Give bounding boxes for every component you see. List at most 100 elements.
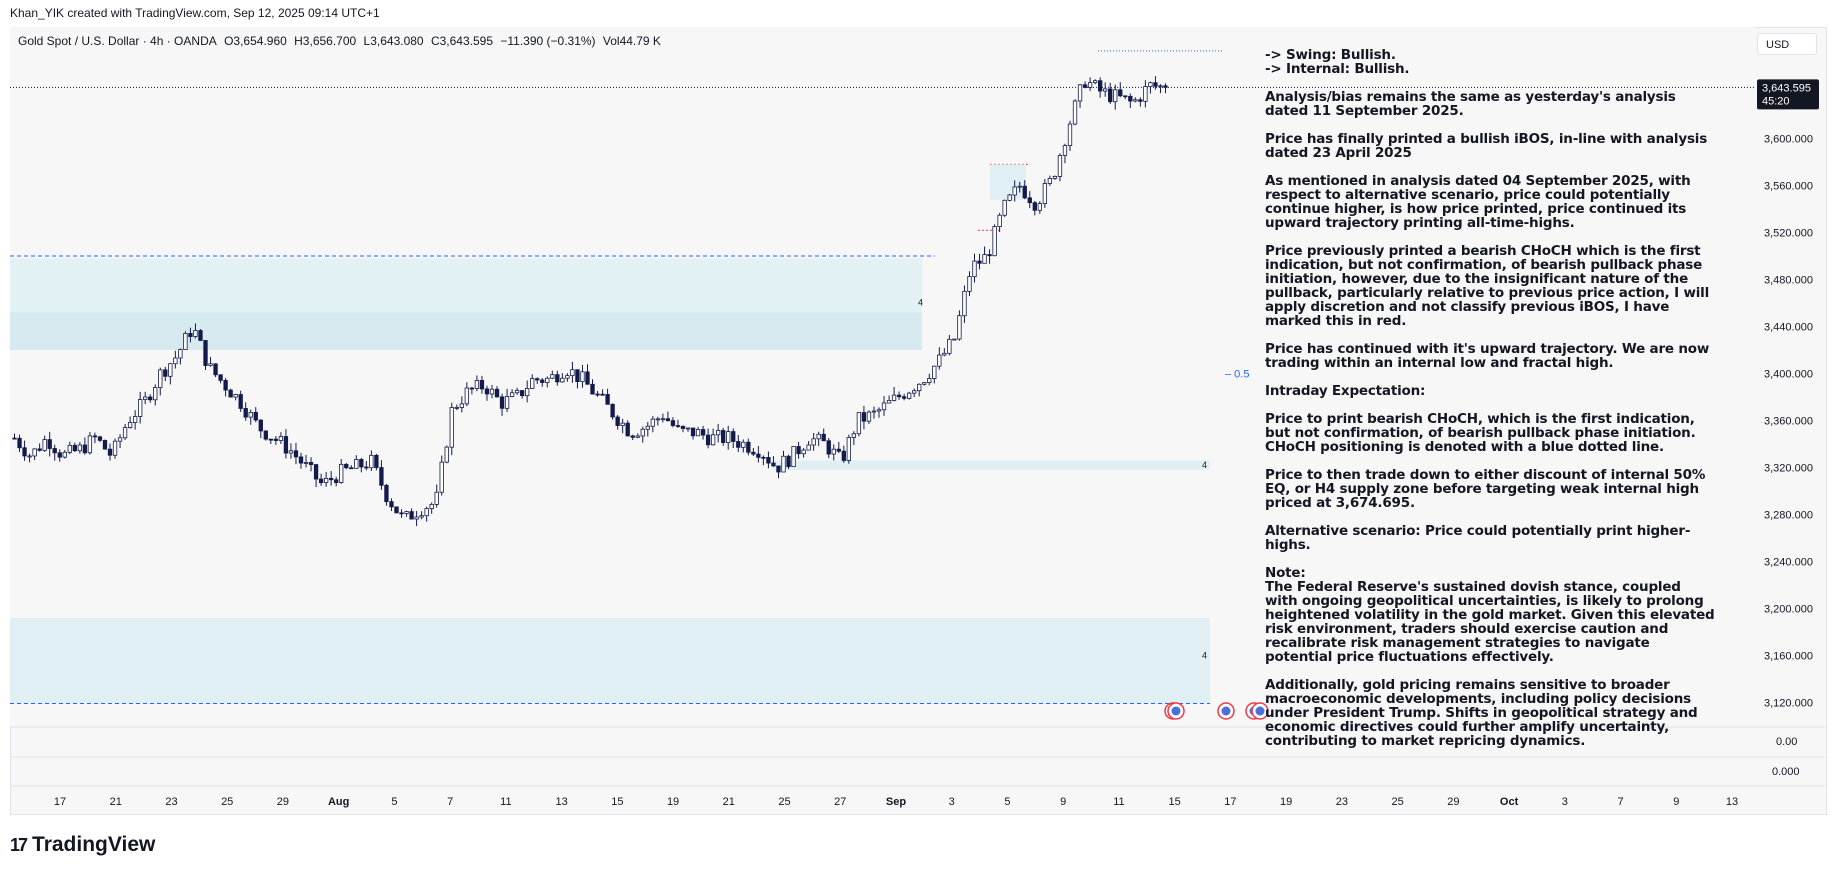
candle-body xyxy=(173,357,178,365)
y-tick-label: 3,200.000 xyxy=(1764,603,1813,615)
symbol-name[interactable]: Gold Spot / U.S. Dollar · 4h · OANDA xyxy=(18,34,217,48)
candle-body xyxy=(354,459,359,469)
candle-body xyxy=(811,438,816,446)
note-paragraph: Price has continued with it's upward tra… xyxy=(1265,341,1710,371)
candle-body xyxy=(816,433,821,440)
candle-body xyxy=(942,352,947,356)
price-plot-area[interactable] xyxy=(10,27,1756,726)
us-flag-event-icon-inner xyxy=(1171,706,1181,716)
candle-body xyxy=(1062,145,1068,156)
symbol-legend: Gold Spot / U.S. Dollar · 4h · OANDA O3,… xyxy=(18,34,665,48)
x-tick-label: 21 xyxy=(110,796,122,808)
candle-body xyxy=(429,503,434,510)
candle-body xyxy=(917,383,922,392)
candle-body xyxy=(1017,185,1022,188)
candle-body xyxy=(710,434,716,446)
currency-selector[interactable]: USD xyxy=(1757,33,1817,55)
candle-body xyxy=(92,435,98,438)
x-tick-label: 15 xyxy=(611,796,623,808)
note-paragraph: The Federal Reserve's sustained dovish s… xyxy=(1265,579,1715,665)
candle-body xyxy=(535,378,540,381)
x-tick-label: 27 xyxy=(834,796,846,808)
candle-body xyxy=(102,439,108,450)
candle-body xyxy=(288,450,294,454)
candle-body xyxy=(278,436,284,441)
candle-body xyxy=(273,438,279,441)
candle-body xyxy=(409,511,414,520)
candle-body xyxy=(52,448,57,454)
candle-body xyxy=(1138,99,1143,102)
candle-body xyxy=(927,378,932,384)
candle-body xyxy=(158,369,163,388)
us-flag-event-icon-inner xyxy=(1221,706,1231,716)
candle-body xyxy=(751,451,756,455)
candle-body xyxy=(459,403,464,408)
candle-body xyxy=(57,452,62,458)
candle-body xyxy=(263,430,268,440)
candle-body xyxy=(781,455,786,473)
candle-body xyxy=(891,394,897,401)
swing-bias: -> Swing: Bullish. xyxy=(1265,47,1396,63)
candle-body xyxy=(519,390,525,397)
x-tick-label: 11 xyxy=(1113,796,1124,808)
candle-body xyxy=(77,444,83,452)
candle-body xyxy=(922,382,927,385)
candle-body xyxy=(731,431,736,442)
ohlc-open: O3,654.960 xyxy=(224,34,287,48)
candle-body xyxy=(952,338,957,341)
candle-body xyxy=(756,453,761,458)
x-tick-label: 25 xyxy=(221,796,233,808)
candle-body xyxy=(1158,85,1163,88)
candle-body xyxy=(821,433,826,442)
bar-countdown: 45:20 xyxy=(1762,95,1790,107)
candle-body xyxy=(47,439,52,449)
candle-body xyxy=(1123,95,1128,98)
candle-body xyxy=(726,431,731,443)
tradingview-logo[interactable]: 17 TradingView xyxy=(10,833,155,857)
candle-body xyxy=(901,396,907,399)
y-tick-label: 3,360.000 xyxy=(1764,415,1813,427)
candle-body xyxy=(132,416,138,423)
x-tick-label: 25 xyxy=(1391,796,1403,808)
candle-body xyxy=(82,444,88,454)
candle-body xyxy=(268,438,274,441)
x-tick-label: 21 xyxy=(723,796,735,808)
candle-body xyxy=(293,450,299,458)
candle-body xyxy=(640,428,645,437)
candle-body xyxy=(1077,84,1083,102)
candle-body xyxy=(776,465,781,473)
candle-body xyxy=(253,411,258,421)
candle-body xyxy=(434,491,439,505)
candle-body xyxy=(328,477,334,481)
candle-body xyxy=(404,511,409,514)
x-tick-label: 25 xyxy=(778,796,790,808)
candle-body xyxy=(183,333,188,350)
candle-body xyxy=(223,379,228,391)
candle-body xyxy=(203,340,208,366)
candle-body xyxy=(540,379,545,383)
ohlc-high: H3,656.700 xyxy=(294,34,357,48)
volume-value: Vol44.79 K xyxy=(602,34,661,48)
candle-body xyxy=(1042,183,1048,204)
zone-label: 4 xyxy=(1202,650,1207,660)
candle-body xyxy=(188,333,193,337)
candle-body xyxy=(791,446,796,468)
candle-body xyxy=(977,260,982,264)
candle-body xyxy=(721,430,726,443)
candle-body xyxy=(1072,100,1078,125)
candle-body xyxy=(1022,185,1027,199)
candle-body xyxy=(595,393,600,396)
candle-body xyxy=(117,437,123,442)
candle-body xyxy=(1027,197,1032,204)
candle-body xyxy=(680,425,686,429)
candle-body xyxy=(846,437,852,461)
candle-body xyxy=(851,433,857,438)
candle-body xyxy=(1052,176,1058,179)
candle-body xyxy=(1097,80,1103,92)
candle-body xyxy=(308,462,314,465)
note-paragraph: Alternative scenario: Price could potent… xyxy=(1265,523,1691,553)
ohlc-close: C3,643.595 xyxy=(430,34,494,48)
candle-body xyxy=(700,429,706,436)
candle-body xyxy=(283,436,289,454)
